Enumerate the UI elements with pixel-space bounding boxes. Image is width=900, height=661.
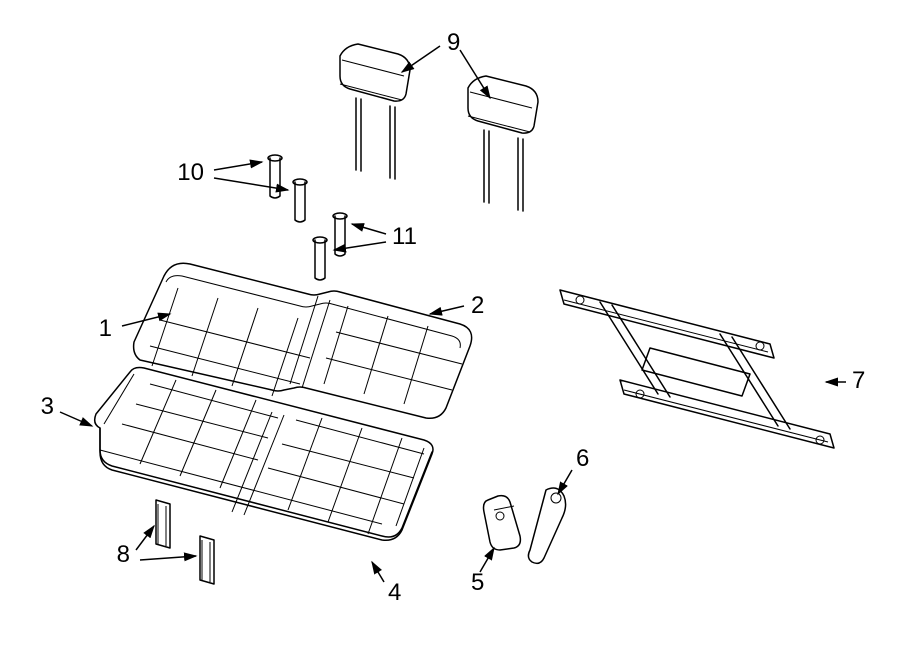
callout-9-arrow-a <box>402 46 440 72</box>
callout-9-arrow-b <box>460 50 490 98</box>
callout-6-label: 6 <box>576 445 589 472</box>
callout-2-arrow <box>430 306 464 314</box>
callout-8-arrow-a <box>136 526 154 550</box>
callout-10-label: 10 <box>177 159 204 186</box>
headrest-guide-outer-b <box>293 179 307 222</box>
seat-cushion <box>95 368 433 541</box>
headrest-right <box>468 76 538 211</box>
callout-4-arrow <box>372 562 384 582</box>
callout-3-label: 3 <box>41 393 54 420</box>
callout-8-label: 8 <box>117 541 130 568</box>
callout-11-arrow-a <box>352 224 386 234</box>
recline-cover <box>484 496 521 550</box>
callout-3-arrow <box>60 412 92 426</box>
callout-1-label: 1 <box>99 315 112 342</box>
hinge-cover-a <box>156 500 170 548</box>
callout-10-arrow-a <box>214 162 262 170</box>
recline-lever <box>528 488 565 563</box>
seat-track-frame <box>560 290 834 448</box>
headrest-guide-outer-a <box>268 155 282 198</box>
callout-5-arrow <box>480 548 494 572</box>
headrest-left <box>340 44 410 179</box>
callout-10-arrow-b <box>214 178 288 190</box>
callout-7-label: 7 <box>852 367 865 394</box>
callout-4-label: 4 <box>388 579 401 606</box>
callout-6-arrow <box>558 470 572 494</box>
hinge-cover-b <box>200 536 214 584</box>
callout-11-label: 11 <box>392 223 417 250</box>
parts-diagram: 1 2 3 4 5 6 7 8 9 10 11 <box>0 0 900 661</box>
callout-11-arrow-b <box>334 242 386 250</box>
callout-8-arrow-b <box>140 556 196 560</box>
headrest-guide-inner-b <box>313 237 327 280</box>
seat-back <box>134 263 472 418</box>
callout-2-label: 2 <box>471 292 484 319</box>
callout-9-label: 9 <box>447 29 460 56</box>
callout-5-label: 5 <box>471 569 484 596</box>
